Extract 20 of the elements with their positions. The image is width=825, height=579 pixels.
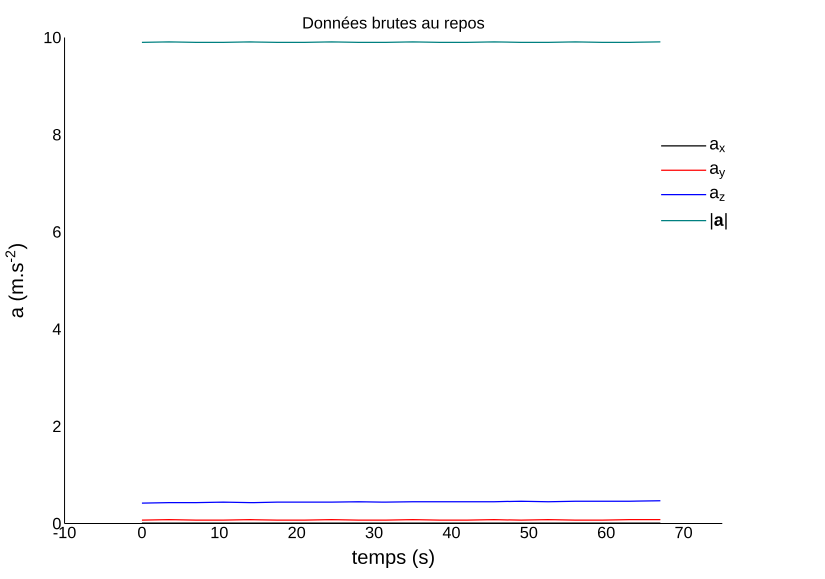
y-tick-label: 2 xyxy=(53,420,61,432)
x-axis-title: temps (s) xyxy=(352,549,434,568)
legend-label: a$_{x}$ xyxy=(710,140,726,152)
y-axis-title: a (m.s$^{-2}$) xyxy=(5,244,28,318)
chart-title: Données brutes au repos xyxy=(303,16,484,32)
x-tick-label: 60 xyxy=(598,526,615,538)
x-tick-label: 0 xyxy=(138,526,146,538)
legend-label: a$_{y}$ xyxy=(710,164,726,180)
y-tick-label: 6 xyxy=(53,226,61,238)
y-tick-label: 10 xyxy=(44,32,61,44)
x-tick-label: 10 xyxy=(212,526,228,538)
x-tick-label: 30 xyxy=(366,526,382,538)
x-tick-label: 20 xyxy=(288,526,306,538)
legend-label: |a| xyxy=(710,213,727,230)
y-tick-label: 4 xyxy=(52,324,61,335)
x-tick-label: 40 xyxy=(442,526,460,538)
x-tick-label: 50 xyxy=(520,526,538,538)
legend-label: a$_{z}$ xyxy=(710,188,725,201)
y-tick-label: 8 xyxy=(53,129,61,141)
x-tick-label: 70 xyxy=(675,526,692,538)
